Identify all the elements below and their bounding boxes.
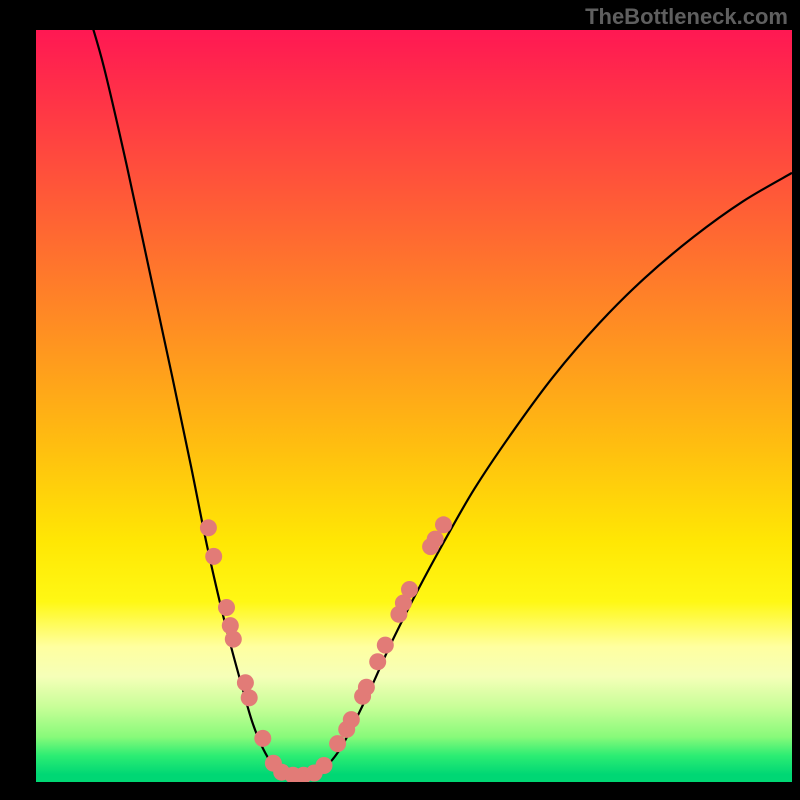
marker-point xyxy=(401,581,418,598)
marker-point xyxy=(237,674,254,691)
marker-point xyxy=(435,516,452,533)
marker-point xyxy=(358,679,375,696)
marker-point xyxy=(241,689,258,706)
marker-point xyxy=(200,519,217,536)
marker-point xyxy=(205,548,222,565)
chart-svg xyxy=(36,30,792,782)
chart-container: TheBottleneck.com xyxy=(0,0,800,800)
marker-point xyxy=(316,757,333,774)
plot-area xyxy=(36,30,792,782)
watermark-text: TheBottleneck.com xyxy=(585,4,788,30)
marker-point xyxy=(377,637,394,654)
marker-point xyxy=(225,631,242,648)
marker-point xyxy=(218,599,235,616)
marker-point xyxy=(343,711,360,728)
marker-point xyxy=(254,730,271,747)
marker-point xyxy=(329,735,346,752)
marker-point xyxy=(427,531,444,548)
gradient-background xyxy=(36,30,792,782)
marker-point xyxy=(369,653,386,670)
